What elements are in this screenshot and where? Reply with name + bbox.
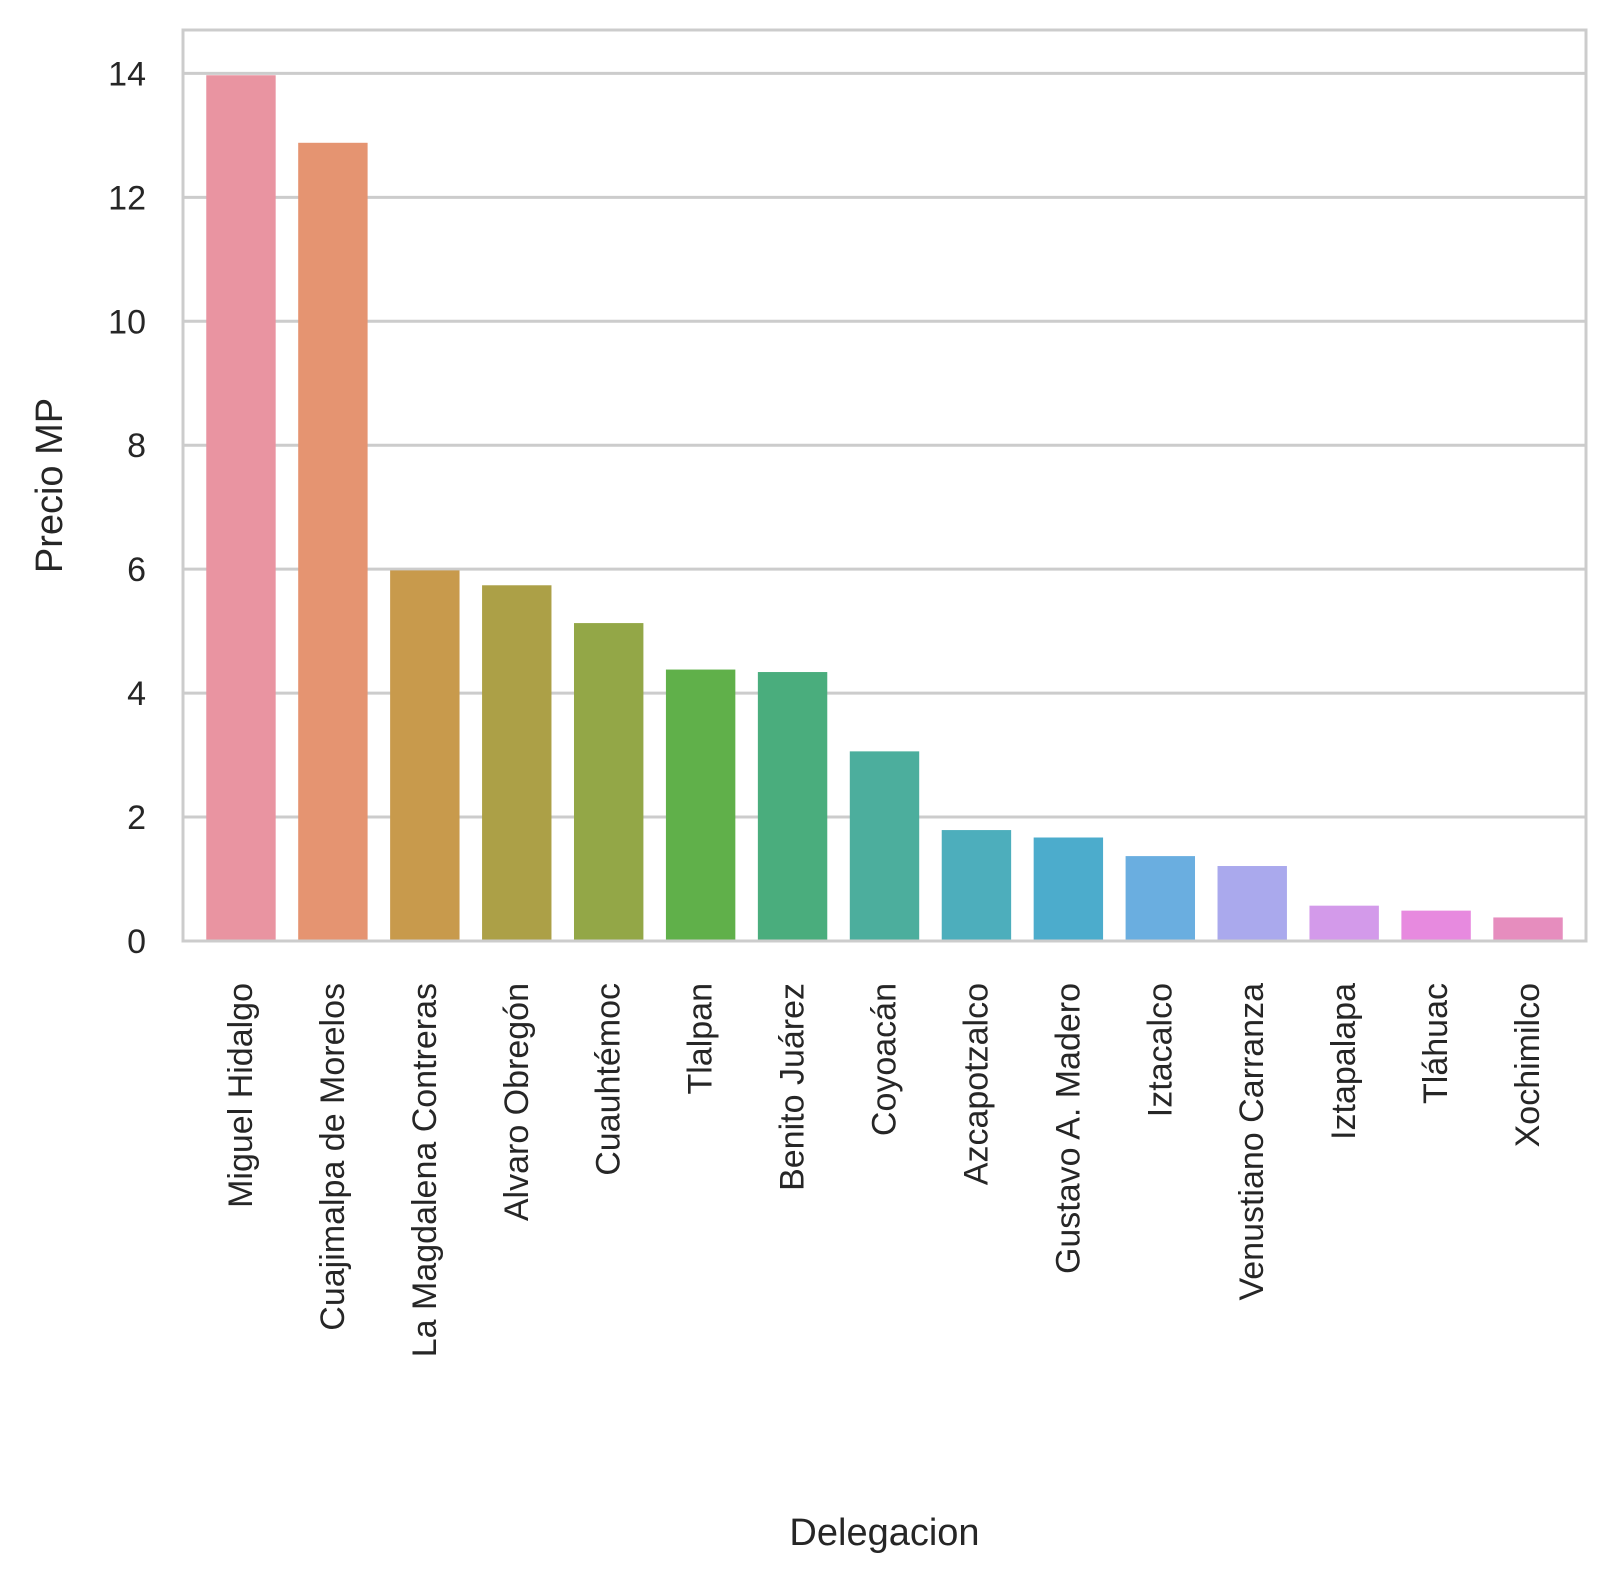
y-tick-label: 10 bbox=[108, 303, 146, 341]
y-tick-label: 8 bbox=[127, 427, 146, 465]
x-tick-label: Iztacalco bbox=[1141, 983, 1179, 1117]
x-tick-label: Benito Juárez bbox=[774, 983, 812, 1191]
x-tick-label: Venustiano Carranza bbox=[1233, 983, 1271, 1301]
bar bbox=[849, 751, 920, 941]
bar bbox=[206, 75, 276, 942]
x-tick-label: Tlalpan bbox=[682, 983, 720, 1095]
bar bbox=[1125, 856, 1196, 941]
x-tick-label: Iztapalapa bbox=[1325, 983, 1363, 1140]
bar bbox=[1401, 910, 1471, 941]
x-tick-label: Gustavo A. Madero bbox=[1049, 983, 1087, 1274]
x-tick-label: La Magdalena Contreras bbox=[406, 983, 444, 1357]
x-tick-label: Xochimilco bbox=[1509, 983, 1547, 1147]
bar bbox=[1309, 905, 1379, 941]
x-tick-label: Azcapotzalco bbox=[957, 983, 995, 1185]
bar bbox=[1493, 917, 1563, 941]
bar bbox=[573, 623, 644, 941]
bar bbox=[941, 830, 1012, 941]
bar bbox=[1217, 866, 1287, 941]
x-axis-ticks: Miguel Hidalgo Cuajimalpa de Morelos La Ma… bbox=[222, 983, 1547, 1357]
x-tick-label: Cuajimalpa de Morelos bbox=[314, 983, 352, 1331]
x-tick-label: Alvaro Obregón bbox=[498, 983, 536, 1221]
y-tick-label: 2 bbox=[127, 799, 146, 837]
y-tick-label: 0 bbox=[127, 923, 146, 961]
bar bbox=[390, 570, 460, 941]
y-tick-label: 12 bbox=[108, 179, 146, 217]
x-tick-label: Coyoacán bbox=[866, 983, 904, 1136]
bar bbox=[1033, 837, 1104, 941]
x-tick-label: Cuauhtémoc bbox=[590, 983, 628, 1176]
bar bbox=[665, 669, 736, 941]
bar bbox=[482, 585, 552, 941]
x-tick-label: Miguel Hidalgo bbox=[222, 983, 260, 1208]
x-axis-label: Delegacion bbox=[789, 1512, 979, 1554]
plot-frame bbox=[181, 28, 1588, 943]
y-axis-label: Precio MP bbox=[29, 398, 71, 573]
y-axis-ticks: 0 2 4 6 8 10 12 14 bbox=[108, 55, 146, 961]
x-tick-label: Tláhuac bbox=[1417, 983, 1455, 1104]
bar bbox=[757, 672, 828, 941]
bars bbox=[206, 75, 1563, 942]
y-tick-label: 14 bbox=[108, 55, 146, 93]
bar bbox=[298, 142, 368, 942]
y-tick-label: 6 bbox=[127, 551, 146, 589]
y-tick-label: 4 bbox=[127, 675, 146, 713]
